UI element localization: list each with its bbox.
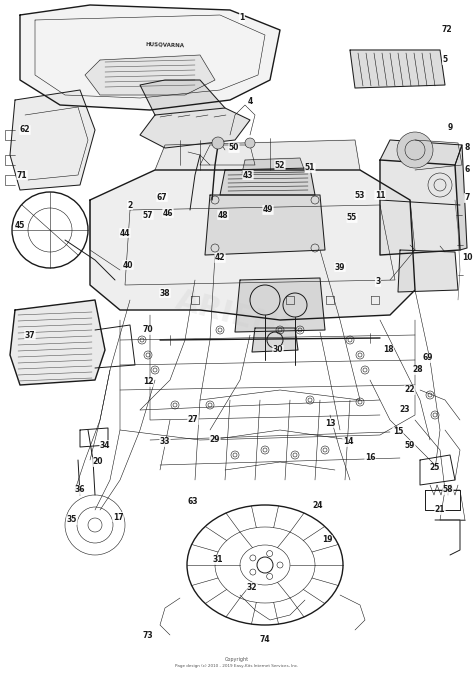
Text: 10: 10 <box>462 252 472 262</box>
Polygon shape <box>155 140 360 170</box>
Polygon shape <box>235 278 325 332</box>
Text: 32: 32 <box>247 583 257 592</box>
Polygon shape <box>398 250 458 292</box>
Text: 3: 3 <box>375 277 381 287</box>
Text: 4: 4 <box>247 98 253 106</box>
Text: 48: 48 <box>218 211 228 219</box>
Text: 29: 29 <box>210 435 220 444</box>
Text: 55: 55 <box>347 213 357 223</box>
Polygon shape <box>415 140 462 170</box>
Text: 44: 44 <box>120 229 130 238</box>
Text: 16: 16 <box>365 454 375 462</box>
Polygon shape <box>455 145 467 250</box>
Text: 46: 46 <box>163 209 173 217</box>
Polygon shape <box>140 108 250 148</box>
Text: 59: 59 <box>405 441 415 450</box>
Text: 23: 23 <box>400 406 410 415</box>
Text: 27: 27 <box>188 415 198 425</box>
Text: 31: 31 <box>213 555 223 565</box>
Text: 63: 63 <box>188 497 198 507</box>
Text: 8: 8 <box>465 143 470 153</box>
Text: 72: 72 <box>442 26 452 34</box>
Polygon shape <box>20 5 280 110</box>
Text: 62: 62 <box>20 125 30 135</box>
Text: 69: 69 <box>423 353 433 363</box>
Polygon shape <box>205 195 325 255</box>
Text: 5: 5 <box>442 55 447 65</box>
Text: 45: 45 <box>15 221 25 229</box>
Text: ARIENS: ARIENS <box>172 286 302 347</box>
Text: 9: 9 <box>447 122 453 131</box>
Text: 58: 58 <box>443 485 453 495</box>
Text: 25: 25 <box>430 464 440 472</box>
Polygon shape <box>10 90 95 190</box>
Polygon shape <box>10 300 105 385</box>
Text: 6: 6 <box>465 166 470 174</box>
Text: 67: 67 <box>157 192 167 201</box>
Text: 35: 35 <box>67 516 77 524</box>
Polygon shape <box>350 50 445 88</box>
Text: 73: 73 <box>143 631 153 639</box>
Text: Page design (c) 2010 - 2019 Easy-Kits Internet Services, Inc.: Page design (c) 2010 - 2019 Easy-Kits In… <box>175 664 299 668</box>
Text: 36: 36 <box>75 485 85 495</box>
Text: 30: 30 <box>273 345 283 355</box>
Text: HUSQVARNA: HUSQVARNA <box>146 42 184 48</box>
Text: 50: 50 <box>229 143 239 153</box>
Text: 42: 42 <box>215 254 225 262</box>
Text: 28: 28 <box>413 365 423 374</box>
Text: 71: 71 <box>17 170 27 180</box>
Polygon shape <box>242 158 305 173</box>
Text: 53: 53 <box>355 190 365 199</box>
Text: Copyright: Copyright <box>225 656 249 662</box>
Text: 37: 37 <box>25 330 35 339</box>
Circle shape <box>212 137 224 149</box>
Polygon shape <box>90 170 415 320</box>
Text: 13: 13 <box>325 419 335 427</box>
Text: 1: 1 <box>239 13 245 22</box>
Polygon shape <box>140 80 225 115</box>
Text: 19: 19 <box>322 536 332 544</box>
Text: 12: 12 <box>143 378 153 386</box>
Text: 14: 14 <box>343 437 353 446</box>
Text: 40: 40 <box>123 260 133 269</box>
Polygon shape <box>380 140 462 165</box>
Polygon shape <box>220 168 315 195</box>
Text: 2: 2 <box>128 201 133 209</box>
Text: 52: 52 <box>275 160 285 170</box>
Polygon shape <box>85 55 215 95</box>
Text: 15: 15 <box>393 427 403 437</box>
Text: 38: 38 <box>160 289 170 297</box>
Polygon shape <box>252 328 298 352</box>
Text: 18: 18 <box>383 345 393 355</box>
Text: 49: 49 <box>263 205 273 215</box>
Text: 57: 57 <box>143 211 153 219</box>
Text: 74: 74 <box>260 635 270 645</box>
Polygon shape <box>380 160 460 255</box>
Text: 21: 21 <box>435 505 445 514</box>
Text: 51: 51 <box>305 164 315 172</box>
Text: 7: 7 <box>465 194 470 203</box>
Text: 17: 17 <box>113 513 123 522</box>
Text: 43: 43 <box>243 170 253 180</box>
Text: 33: 33 <box>160 437 170 446</box>
Text: 20: 20 <box>93 458 103 466</box>
Text: 39: 39 <box>335 262 345 271</box>
Text: 11: 11 <box>375 190 385 199</box>
Circle shape <box>397 132 433 168</box>
Text: 34: 34 <box>100 441 110 450</box>
Circle shape <box>245 138 255 148</box>
Text: 24: 24 <box>313 501 323 509</box>
Text: 22: 22 <box>405 386 415 394</box>
Text: 70: 70 <box>143 326 153 334</box>
